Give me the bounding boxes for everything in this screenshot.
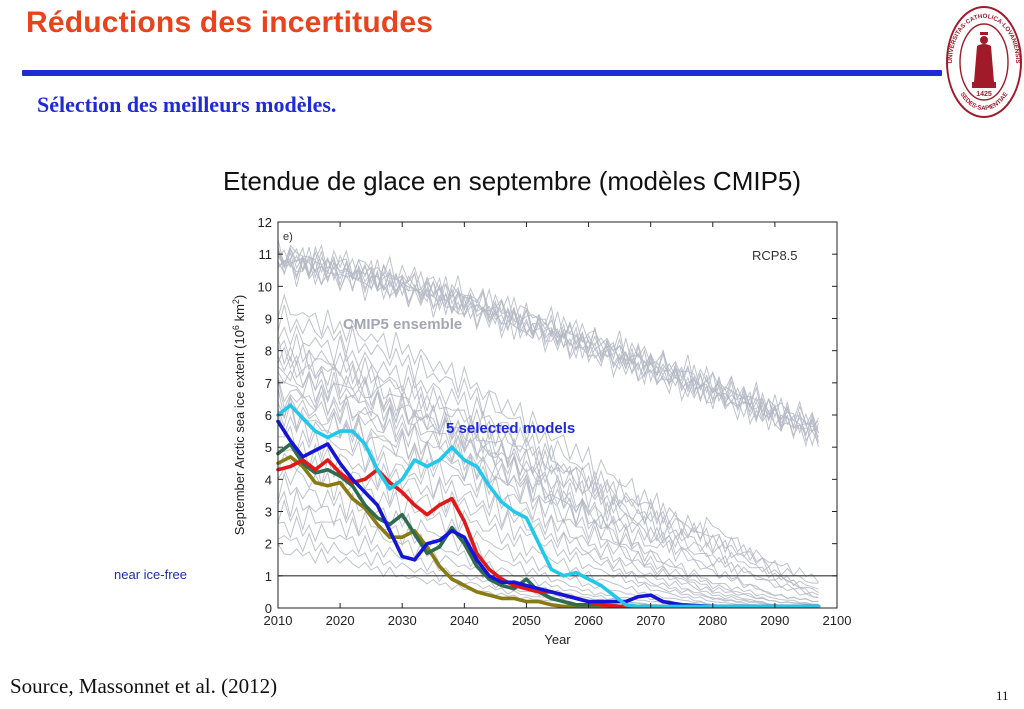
ensemble-line xyxy=(277,255,819,442)
title-rule xyxy=(22,70,942,76)
selected-model-lines xyxy=(276,403,821,609)
university-seal-logo: UNIVERSITAS·CATHOLICA·LOVANIENSIS SEDES·… xyxy=(946,6,1022,118)
ensemble-line xyxy=(277,293,819,594)
x-tick-label: 2040 xyxy=(450,613,479,628)
scenario-label: RCP8.5 xyxy=(752,248,798,263)
y-tick-label: 0 xyxy=(265,601,272,616)
sea-ice-chart: 2010 2020 2030 2040 2050 2060 2070 2080 2090 2100… xyxy=(231,215,852,647)
ensemble-line xyxy=(277,395,819,609)
x-tick-label: 2050 xyxy=(512,613,541,628)
y-axis-label: September Arctic sea ice extent (106 km2… xyxy=(231,295,247,536)
y-tick-label: 11 xyxy=(259,247,273,262)
ensemble-line xyxy=(277,369,819,584)
y-tick-label: 12 xyxy=(258,215,272,230)
chart-heading: Etendue de glace en septembre (modèles C… xyxy=(222,166,802,196)
model-line-blue xyxy=(276,419,821,609)
x-tick-label: 2010 xyxy=(264,613,293,628)
y-tick-label: 8 xyxy=(265,344,272,359)
x-axis-ticks: 2010 2020 2030 2040 2050 2060 2070 2080 2090 2100 xyxy=(264,222,852,628)
source-citation: Source, Massonnet et al. (2012) xyxy=(10,674,278,698)
ensemble-annotation: CMIP5 ensemble xyxy=(343,316,462,333)
y-tick-label: 1 xyxy=(265,569,272,584)
ensemble-line xyxy=(277,387,819,609)
y-tick-label: 4 xyxy=(265,472,272,487)
ensemble-line xyxy=(277,411,819,609)
slide-title: Réductions des incertitudes xyxy=(26,6,434,39)
ensemble-line xyxy=(277,425,819,609)
y-tick-label: 10 xyxy=(258,279,272,294)
ensemble-line xyxy=(277,245,819,433)
page-number: 11 xyxy=(996,688,1009,703)
model-line-red xyxy=(276,458,821,609)
x-axis-label: Year xyxy=(544,632,571,647)
ensemble-line xyxy=(277,402,819,596)
slide-subtitle: Sélection des meilleurs modèles. xyxy=(37,92,337,117)
near-ice-free-label: near ice-free xyxy=(114,567,187,582)
ensemble-line xyxy=(277,379,819,590)
ensemble-line xyxy=(277,246,819,444)
x-tick-label: 2100 xyxy=(823,613,852,628)
ensemble-line xyxy=(277,333,819,603)
x-tick-label: 2070 xyxy=(636,613,665,628)
model-line-cyan xyxy=(276,403,821,609)
y-tick-label: 7 xyxy=(265,376,272,391)
ensemble-line xyxy=(277,359,819,598)
x-tick-label: 2020 xyxy=(326,613,355,628)
ensemble-line xyxy=(277,257,819,448)
x-tick-label: 2090 xyxy=(760,613,789,628)
y-tick-label: 3 xyxy=(265,505,272,520)
seal-year: 1425 xyxy=(976,91,992,98)
y-tick-label: 5 xyxy=(265,440,272,455)
y-tick-label: 2 xyxy=(265,537,272,552)
selected-models-annotation: 5 selected models xyxy=(446,420,575,437)
panel-label: e) xyxy=(283,231,293,243)
x-tick-label: 2080 xyxy=(698,613,727,628)
ensemble-line xyxy=(277,345,819,605)
ensemble-line xyxy=(277,377,819,609)
ensemble-line xyxy=(277,250,819,438)
y-tick-label: 6 xyxy=(265,408,272,423)
ensemble-line xyxy=(277,372,819,606)
ensemble-line xyxy=(277,336,819,583)
x-tick-label: 2030 xyxy=(388,613,417,628)
x-tick-label: 2060 xyxy=(574,613,603,628)
y-tick-label: 9 xyxy=(265,312,272,327)
